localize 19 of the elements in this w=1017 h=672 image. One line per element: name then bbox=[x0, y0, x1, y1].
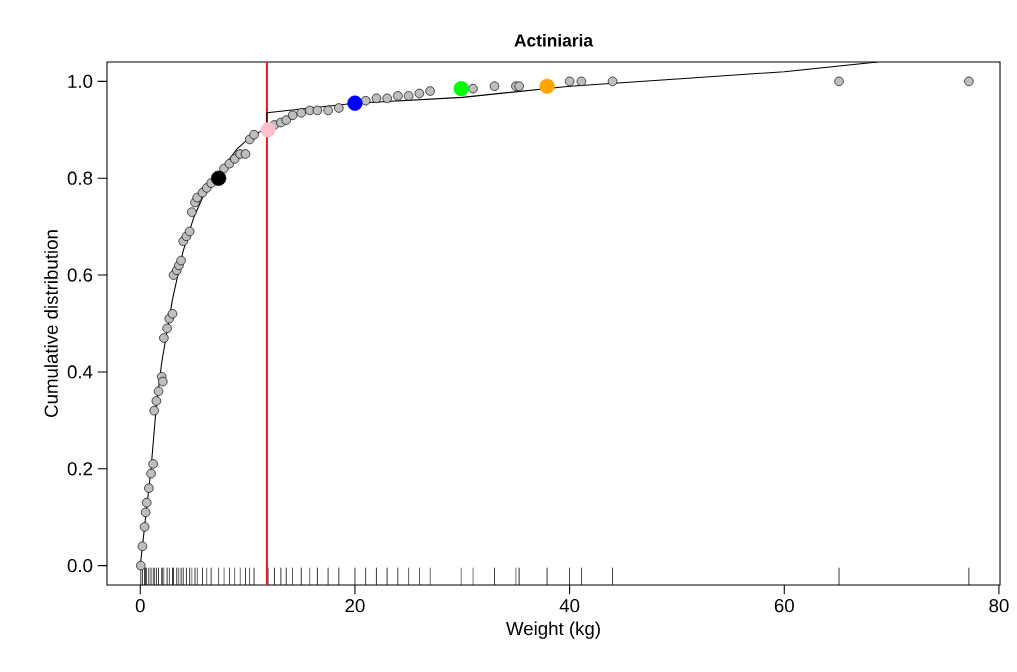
x-tick-label: 40 bbox=[559, 599, 580, 613]
x-tick-label: 0 bbox=[135, 599, 145, 613]
y-axis-title: Cumulative distribution bbox=[44, 230, 58, 417]
x-tick-label: 20 bbox=[345, 599, 365, 613]
y-tick-label: 0.4 bbox=[67, 365, 93, 379]
y-tick-label: 0.6 bbox=[67, 268, 93, 282]
point bbox=[453, 81, 469, 97]
point bbox=[260, 122, 276, 138]
x-tick-label: 80 bbox=[989, 599, 1009, 613]
point bbox=[347, 95, 363, 111]
y-tick-label: 1.0 bbox=[68, 74, 93, 88]
y-tick-label: 0.2 bbox=[67, 462, 93, 476]
y-tick-label: 0.0 bbox=[67, 559, 93, 573]
x-tick-label: 60 bbox=[774, 599, 794, 613]
point bbox=[539, 78, 555, 94]
x-axis-title: Weight (kg) bbox=[506, 621, 600, 639]
y-tick-label: 0.8 bbox=[67, 171, 93, 185]
chart-title: Actiniaria bbox=[514, 33, 594, 47]
point bbox=[211, 170, 227, 186]
